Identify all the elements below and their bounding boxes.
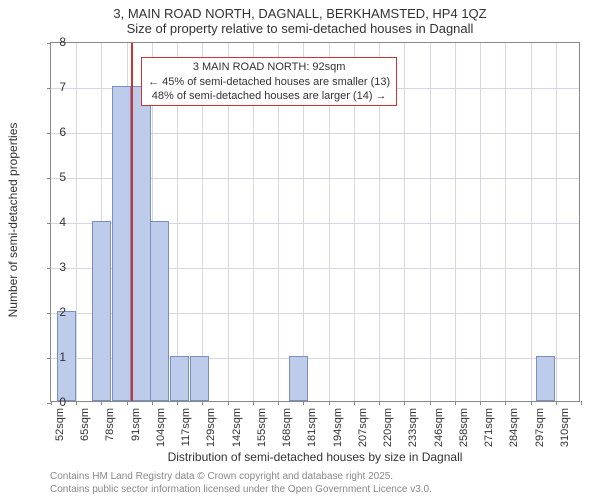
gridline-v <box>556 43 557 401</box>
annotation-line: 3 MAIN ROAD NORTH: 92sqm <box>148 60 390 74</box>
bar <box>92 221 111 401</box>
gridline-v <box>480 43 481 401</box>
y-axis-label: Number of semi-detached properties <box>6 123 20 318</box>
x-tick-label: 271sqm <box>483 408 495 448</box>
bar <box>289 356 308 401</box>
x-tick-label: 284sqm <box>508 408 520 448</box>
x-tick-label: 168sqm <box>281 408 293 448</box>
x-tick-label: 181sqm <box>306 408 318 448</box>
gridline-v <box>404 43 405 401</box>
x-tick-label: 297sqm <box>534 408 546 448</box>
bar <box>190 356 209 401</box>
gridline-v <box>531 43 532 401</box>
annotation-box: 3 MAIN ROAD NORTH: 92sqm← 45% of semi-de… <box>141 57 397 106</box>
y-tick-label: 3 <box>52 260 66 274</box>
x-tick-label: 220sqm <box>382 408 394 448</box>
footer-line2: Contains public sector information licen… <box>50 483 432 496</box>
x-tick-label: 142sqm <box>231 408 243 448</box>
bar <box>536 356 555 401</box>
gridline-v <box>505 43 506 401</box>
footer-line1: Contains HM Land Registry data © Crown c… <box>50 470 432 483</box>
y-tick-label: 8 <box>52 35 66 49</box>
x-tick-label: 258sqm <box>458 408 470 448</box>
bar <box>112 86 131 401</box>
x-tick-label: 65sqm <box>79 408 91 448</box>
y-tick-label: 0 <box>52 395 66 409</box>
x-tick-label: 78sqm <box>104 408 116 448</box>
footer-attribution: Contains HM Land Registry data © Crown c… <box>50 470 432 496</box>
y-tick-label: 1 <box>52 350 66 364</box>
x-tick-label: 104sqm <box>155 408 167 448</box>
x-tick-label: 52sqm <box>54 408 66 448</box>
y-tick-label: 4 <box>52 215 66 229</box>
x-tick-label: 129sqm <box>205 408 217 448</box>
x-tick-label: 310sqm <box>559 408 571 448</box>
bar <box>132 86 151 401</box>
gridline-v <box>430 43 431 401</box>
bar <box>170 356 189 401</box>
y-tick-label: 5 <box>52 170 66 184</box>
x-tick-label: 233sqm <box>407 408 419 448</box>
x-tick-label: 155sqm <box>256 408 268 448</box>
chart-title-line1: 3, MAIN ROAD NORTH, DAGNALL, BERKHAMSTED… <box>0 0 600 21</box>
x-tick-label: 246sqm <box>433 408 445 448</box>
y-tick-label: 6 <box>52 125 66 139</box>
y-tick-label: 2 <box>52 305 66 319</box>
chart-container: 3, MAIN ROAD NORTH, DAGNALL, BERKHAMSTED… <box>0 0 600 500</box>
x-tick-label: 91sqm <box>130 408 142 448</box>
gridline-v <box>76 43 77 401</box>
y-tick-label: 7 <box>52 80 66 94</box>
x-tick-label: 194sqm <box>332 408 344 448</box>
x-axis-label: Distribution of semi-detached houses by … <box>50 450 580 464</box>
highlight-line <box>131 43 133 401</box>
annotation-line: 48% of semi-detached houses are larger (… <box>148 89 390 103</box>
x-tick-label: 117sqm <box>180 408 192 448</box>
annotation-line: ← 45% of semi-detached houses are smalle… <box>148 75 390 89</box>
x-tick-label: 207sqm <box>357 408 369 448</box>
plot-area: 3 MAIN ROAD NORTH: 92sqm← 45% of semi-de… <box>50 42 580 402</box>
bar <box>150 221 169 401</box>
chart-title-line2: Size of property relative to semi-detach… <box>0 21 600 40</box>
gridline-v <box>455 43 456 401</box>
